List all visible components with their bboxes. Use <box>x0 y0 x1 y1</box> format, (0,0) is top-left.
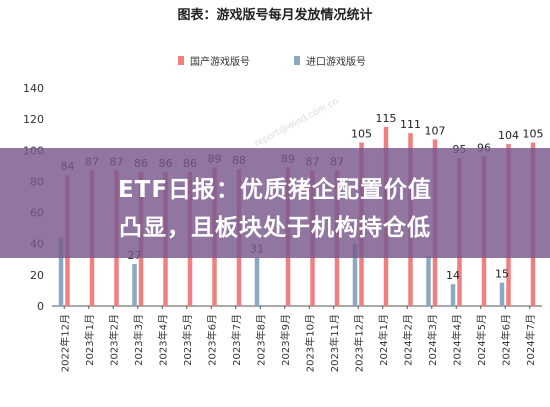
x-tick-label: 2023年4月 <box>156 314 169 366</box>
legend-label: 国产游戏版号 <box>190 55 250 68</box>
bar-imported <box>132 263 137 306</box>
x-tick-label: 2024年3月 <box>426 314 439 366</box>
data-label: 104 <box>498 129 519 142</box>
data-label: 115 <box>376 112 397 125</box>
x-tick-label: 2022年12月 <box>58 314 71 372</box>
bar-imported <box>450 284 456 306</box>
bar-imported <box>58 237 64 306</box>
data-label: 107 <box>425 124 446 137</box>
y-tick-label: 20 <box>30 269 44 282</box>
x-tick-label: 2024年2月 <box>401 314 414 366</box>
headline-banner[interactable]: ETF日报：优质猪企配置价值 凸显，且板块处于机构持仓低 <box>0 148 550 258</box>
x-tick-label: 2024年4月 <box>450 314 463 366</box>
data-label: 105 <box>351 128 372 141</box>
x-tick-label: 2023年5月 <box>181 314 194 366</box>
x-tick-label: 2023年2月 <box>107 314 120 366</box>
x-axis: 2022年12月 2023年1月 2023年2月 2023年3月 2023年4月 2023… <box>58 306 537 372</box>
headline-line-2: 凸显，且板块处于机构持仓低 <box>119 215 431 241</box>
x-tick-label: 2023年6月 <box>205 314 218 366</box>
x-tick-label: 2023年12月 <box>352 314 365 372</box>
y-tick-label: 140 <box>23 82 44 95</box>
x-tick-label: 2023年3月 <box>132 314 145 366</box>
x-tick-label: 2024年6月 <box>499 314 512 366</box>
data-label: 15 <box>495 268 509 281</box>
data-label: 111 <box>400 118 421 131</box>
legend-swatch <box>178 56 184 65</box>
x-tick-label: 2023年9月 <box>279 314 292 366</box>
x-tick-label: 2023年8月 <box>254 314 267 366</box>
x-tick-label: 2024年7月 <box>524 314 537 366</box>
x-tick-label: 2023年11月 <box>328 314 341 372</box>
x-tick-label: 2024年1月 <box>377 314 390 366</box>
bar-imported <box>499 282 505 306</box>
bar-imported <box>426 256 431 306</box>
x-tick-label: 2023年10月 <box>303 314 316 372</box>
headline-line-1: ETF日报：优质猪企配置价值 <box>117 177 433 203</box>
legend: 国产游戏版号 进口游戏版号 <box>178 55 366 68</box>
x-tick-label: 2023年7月 <box>230 314 243 366</box>
y-tick-label: 0 <box>37 300 44 313</box>
x-tick-label: 2024年5月 <box>475 314 488 366</box>
data-label: 14 <box>446 269 460 282</box>
chart-title: 图表：游戏版号每月发放情况统计 <box>177 7 372 23</box>
y-tick-label: 120 <box>23 113 44 126</box>
bar-imported <box>352 243 358 306</box>
data-label: 105 <box>523 128 544 141</box>
legend-label: 进口游戏版号 <box>306 55 366 68</box>
legend-swatch <box>294 56 300 65</box>
bar-imported <box>254 257 260 306</box>
x-tick-label: 2023年1月 <box>83 314 96 366</box>
